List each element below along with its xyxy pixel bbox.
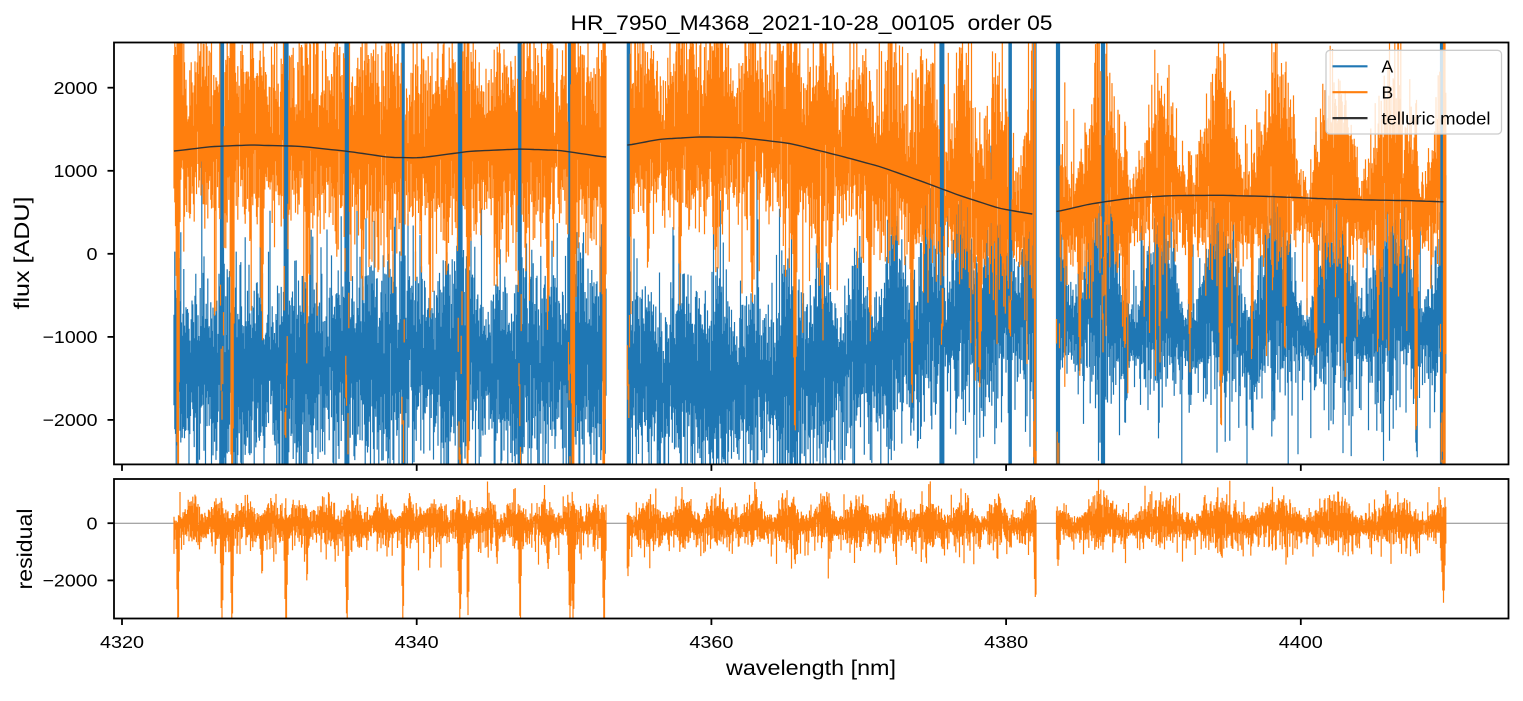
svg-text:A: A: [1382, 57, 1394, 77]
svg-text:telluric model: telluric model: [1382, 108, 1491, 128]
svg-text:−2000: −2000: [43, 410, 98, 430]
svg-text:2000: 2000: [54, 78, 98, 98]
svg-text:B: B: [1382, 82, 1394, 102]
svg-text:flux [ADU]: flux [ADU]: [11, 197, 34, 310]
svg-text:1000: 1000: [54, 161, 98, 181]
svg-text:−2000: −2000: [43, 571, 98, 591]
svg-text:−1000: −1000: [43, 327, 98, 347]
svg-text:wavelength [nm]: wavelength [nm]: [725, 657, 896, 680]
svg-text:0: 0: [87, 244, 98, 264]
svg-text:4340: 4340: [395, 632, 439, 652]
svg-text:0: 0: [87, 514, 98, 534]
svg-text:HR_7950_M4368_2021-10-28_00105: HR_7950_M4368_2021-10-28_00105 order 05: [571, 12, 1053, 35]
svg-text:4380: 4380: [984, 632, 1028, 652]
svg-text:4360: 4360: [689, 632, 733, 652]
svg-text:4400: 4400: [1279, 632, 1323, 652]
svg-text:residual: residual: [14, 509, 37, 590]
svg-text:4320: 4320: [100, 632, 144, 652]
